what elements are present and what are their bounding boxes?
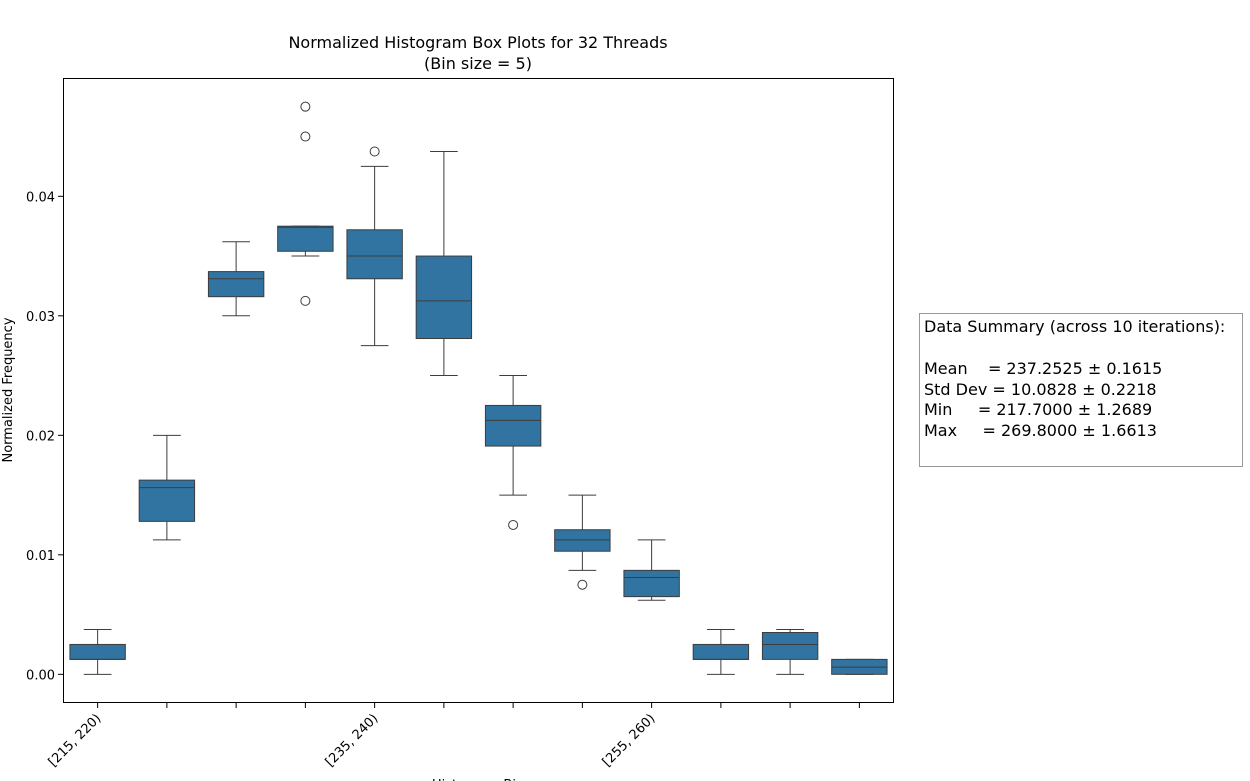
y-tick-label: 0.04	[26, 190, 55, 205]
box	[346, 229, 403, 280]
box	[207, 271, 265, 298]
flier	[508, 519, 519, 530]
y-tick-label: 0.00	[26, 668, 55, 683]
plot-frame	[63, 78, 894, 703]
y-axis-label: Normalized Frequency	[1, 317, 16, 462]
box	[692, 643, 750, 660]
flier	[577, 579, 588, 590]
flier	[369, 146, 380, 157]
chart-subtitle: (Bin size = 5)	[424, 54, 532, 73]
flier	[300, 101, 311, 112]
box	[415, 255, 473, 340]
summary-line: Data Summary (across 10 iterations):	[924, 317, 1225, 336]
x-tick-label: [215, 220)	[46, 711, 105, 770]
x-tick-label: [255, 260)	[600, 711, 659, 770]
summary-line: Min = 217.7000 ± 1.2689	[924, 400, 1152, 419]
box	[761, 631, 819, 660]
box	[69, 643, 126, 660]
flier	[300, 295, 311, 306]
y-tick-label: 0.01	[26, 549, 55, 564]
box	[484, 404, 542, 447]
box	[138, 479, 196, 522]
chart-title: Normalized Histogram Box Plots for 32 Th…	[288, 33, 667, 52]
box	[623, 569, 680, 598]
x-tick-label: [235, 240)	[323, 711, 382, 770]
summary-line: Std Dev = 10.0828 ± 0.2218	[924, 380, 1157, 399]
summary-line: Mean = 237.2525 ± 0.1615	[924, 359, 1162, 378]
box	[277, 225, 334, 252]
summary-box	[919, 313, 1243, 467]
y-tick-label: 0.02	[26, 429, 55, 444]
box	[554, 529, 611, 552]
summary-line: Max = 269.8000 ± 1.6613	[924, 421, 1157, 440]
x-axis-label: Histogram Bin	[432, 778, 524, 781]
flier	[300, 131, 311, 142]
y-tick-label: 0.03	[26, 310, 55, 325]
